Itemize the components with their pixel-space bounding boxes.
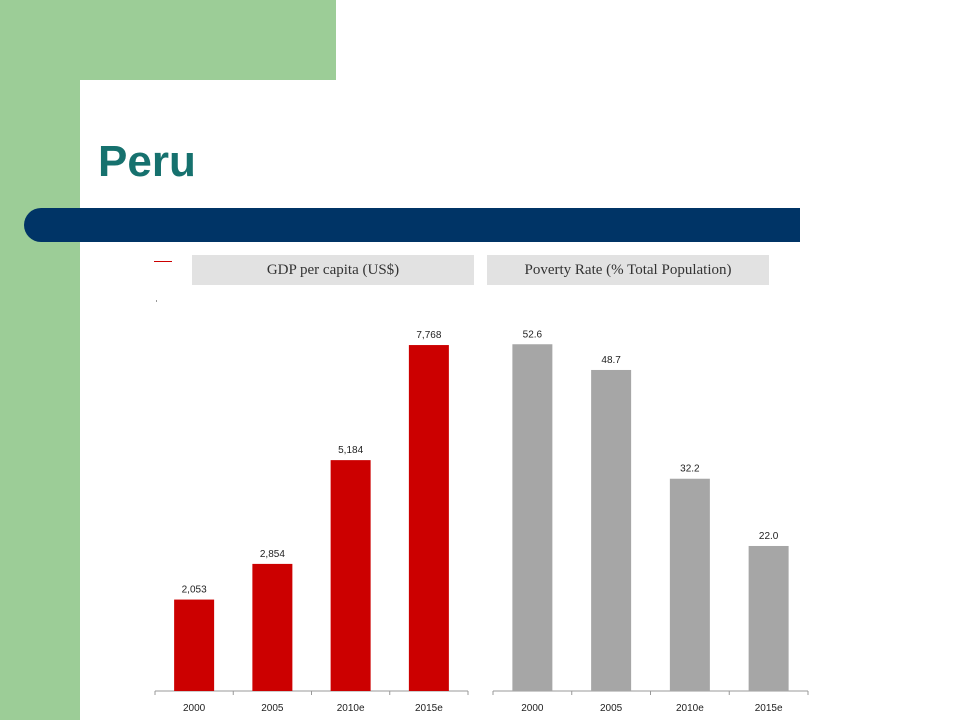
poverty-bar [512,344,553,691]
gdp-value-label: 2,053 [182,585,207,596]
tiny-dot-mark [156,300,157,302]
poverty-bar [748,545,789,691]
gdp-category-label: 2005 [261,703,284,714]
poverty-category-label: 2015e [755,703,783,714]
poverty-bar [591,369,632,691]
gdp-chart: 2,053 2000 2,854 2005 5,184 2010e 7,768 2015e [154,330,469,714]
poverty-value-label: 22.0 [759,531,779,542]
gdp-category-label: 2010e [337,703,365,714]
rounded-corner [80,80,160,160]
poverty-chart-title: Poverty Rate (% Total Population) [487,255,769,285]
poverty-category-label: 2005 [600,703,623,714]
poverty-chart: 52.6 2000 48.7 2005 32.2 2010e 22.0 2015e [492,329,809,714]
red-dash-mark [154,261,172,262]
title-divider-bar [24,208,800,242]
poverty-bar [669,478,710,691]
gdp-value-label: 5,184 [338,445,363,456]
poverty-value-label: 32.2 [680,464,700,475]
gdp-bar [252,563,293,691]
poverty-category-label: 2010e [676,703,704,714]
gdp-category-label: 2015e [415,703,443,714]
green-top-panel [0,0,336,80]
slide-title: Peru [98,137,196,186]
poverty-value-label: 52.6 [523,329,543,340]
gdp-bar [408,345,449,691]
gdp-value-label: 7,768 [416,330,441,341]
gdp-value-label: 2,854 [260,549,285,560]
poverty-value-label: 48.7 [601,355,621,366]
gdp-bar [330,460,371,691]
gdp-bar [174,599,215,691]
poverty-category-label: 2000 [521,703,544,714]
gdp-category-label: 2000 [183,703,206,714]
green-side-panel [0,0,80,720]
gdp-chart-title: GDP per capita (US$) [192,255,474,285]
